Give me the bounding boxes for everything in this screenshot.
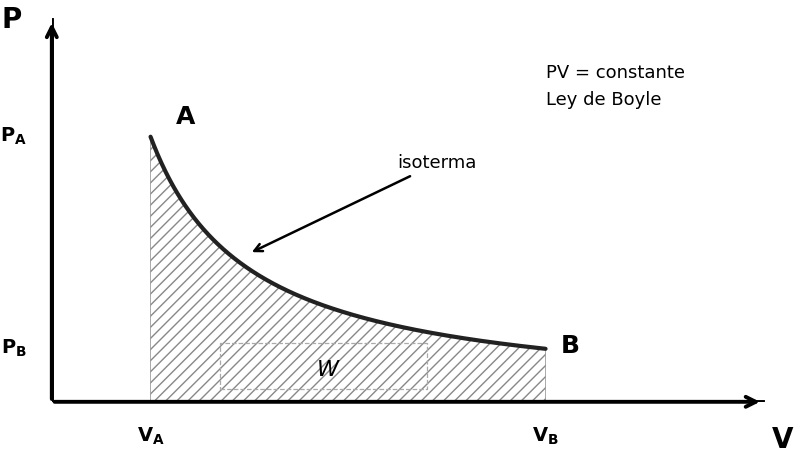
Text: $W$: $W$ bbox=[316, 360, 341, 380]
Text: isoterma: isoterma bbox=[254, 154, 477, 251]
Text: Ley de Boyle: Ley de Boyle bbox=[546, 91, 661, 109]
Polygon shape bbox=[150, 136, 546, 402]
Text: $\mathbf{B}$: $\mathbf{B}$ bbox=[560, 334, 580, 358]
Text: PV = constante: PV = constante bbox=[546, 64, 685, 82]
Text: $\mathbf{A}$: $\mathbf{A}$ bbox=[175, 105, 197, 129]
Text: $\mathbf{V}$: $\mathbf{V}$ bbox=[771, 426, 794, 454]
Text: $\mathbf{P}$: $\mathbf{P}$ bbox=[1, 6, 22, 34]
Text: $\mathbf{P_B}$: $\mathbf{P_B}$ bbox=[1, 338, 27, 359]
Text: $\mathbf{V_B}$: $\mathbf{V_B}$ bbox=[532, 426, 559, 447]
Text: $\mathbf{P_A}$: $\mathbf{P_A}$ bbox=[0, 126, 27, 147]
Text: $\mathbf{V_A}$: $\mathbf{V_A}$ bbox=[137, 426, 165, 447]
